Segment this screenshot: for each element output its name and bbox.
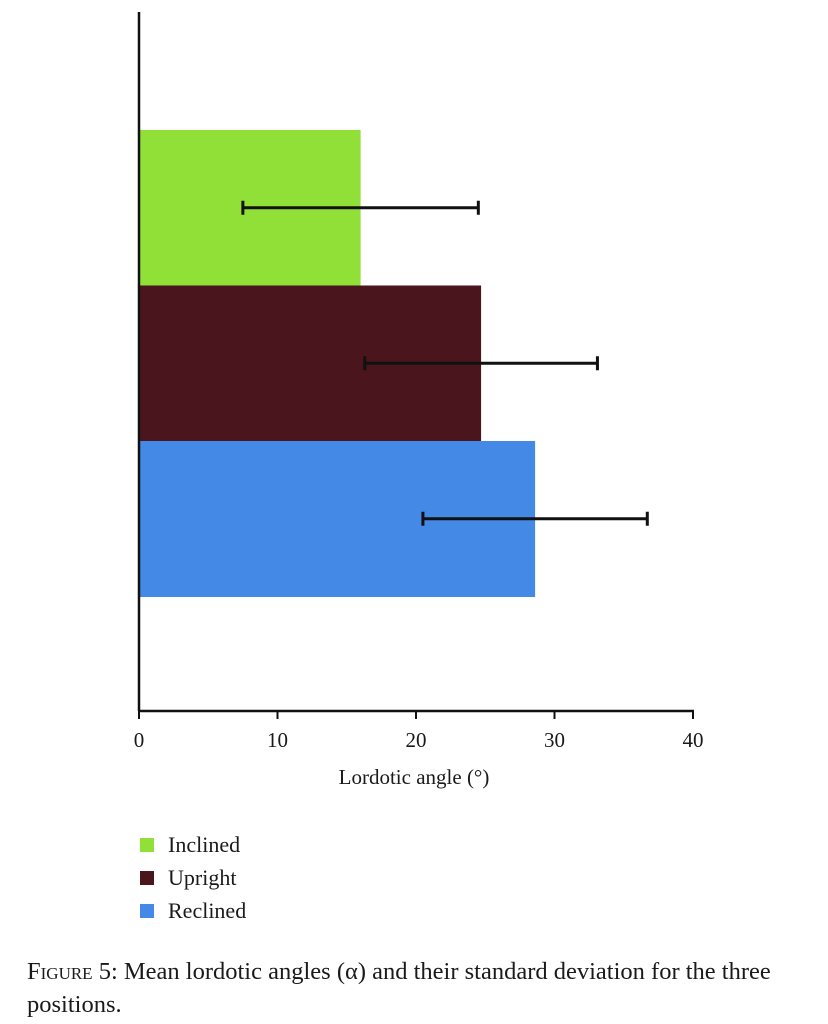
legend-swatch-upright [140,870,154,885]
legend-item-inclined: Inclined [140,828,246,861]
x-tick-label-30: 30 [544,728,565,752]
x-tick-label-20: 20 [406,728,427,752]
error-bars-group [241,200,649,526]
legend-label-reclined: Reclined [168,897,247,923]
legend-label-upright: Upright [168,864,237,890]
legend-item-upright: Upright [140,861,246,894]
x-tick-label-10: 10 [267,728,288,752]
bar-chart: 0 10 20 30 40 Lordotic angle (°) [134,12,704,789]
x-tick-label-40: 40 [683,728,704,752]
x-tick-label-0: 0 [134,728,145,752]
legend-label-inclined: Inclined [168,831,241,857]
legend-swatch-reclined [140,903,154,918]
figure-caption: Figure 5: Mean lordotic angles (α) and t… [27,955,817,1021]
legend-item-reclined: Reclined [140,894,246,927]
legend: Inclined Upright Reclined [140,828,246,927]
figure-label: Figure 5: [27,958,118,985]
error-bar-upright [363,356,599,371]
error-bar-reclined [421,511,649,526]
legend-swatch-inclined [140,837,154,852]
figure-caption-text: Mean lordotic angles (α) and their stand… [27,958,771,1018]
x-axis-label: Lordotic angle (°) [339,765,490,789]
error-bar-inclined [241,200,480,215]
x-ticks-group: 0 10 20 30 40 [134,711,704,752]
